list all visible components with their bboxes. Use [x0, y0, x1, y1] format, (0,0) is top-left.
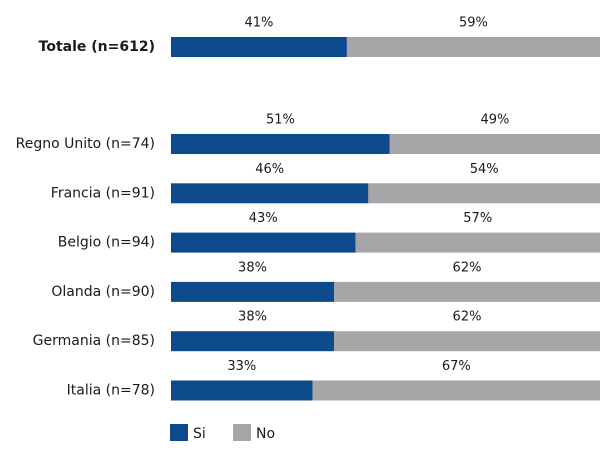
category-label: Belgio (n=94) [58, 235, 155, 251]
legend-label: Si [193, 426, 206, 442]
value-label: 38% [238, 310, 267, 325]
category-label: Germania (n=85) [33, 333, 155, 349]
bar-segment [346, 37, 600, 57]
value-label: 57% [463, 211, 492, 226]
bar-segment [171, 183, 369, 204]
legend-swatch [170, 424, 188, 441]
bar-segment [355, 232, 600, 253]
value-label: 54% [470, 162, 499, 177]
bar-segment [334, 331, 600, 352]
value-label: 41% [244, 16, 273, 31]
value-label: 49% [480, 113, 509, 128]
value-label: 62% [453, 310, 482, 325]
value-label: 59% [459, 16, 488, 31]
bar-segment [171, 37, 347, 57]
bar-segment [171, 380, 313, 401]
category-label: Totale (n=612) [39, 39, 155, 55]
value-label: 51% [266, 113, 295, 128]
value-label: 38% [238, 260, 267, 275]
bar-segment [334, 281, 600, 302]
value-label: 33% [227, 359, 256, 374]
bar-segment [171, 281, 335, 302]
bar-segment [171, 331, 335, 352]
category-label: Olanda (n=90) [51, 284, 155, 300]
value-label: 46% [255, 162, 284, 177]
category-label: Francia (n=91) [51, 185, 155, 201]
value-label: 62% [453, 260, 482, 275]
bar-segment [368, 183, 600, 204]
bar-segment [312, 380, 600, 401]
bar-segment [171, 232, 356, 253]
legend-swatch [233, 424, 251, 441]
category-label: Regno Unito (n=74) [16, 136, 155, 152]
value-label: 43% [249, 211, 278, 226]
bar-segment [171, 134, 390, 154]
category-label: Italia (n=78) [67, 383, 155, 399]
bar-segment [389, 134, 600, 154]
value-label: 67% [442, 359, 471, 374]
legend-label: No [256, 426, 275, 442]
